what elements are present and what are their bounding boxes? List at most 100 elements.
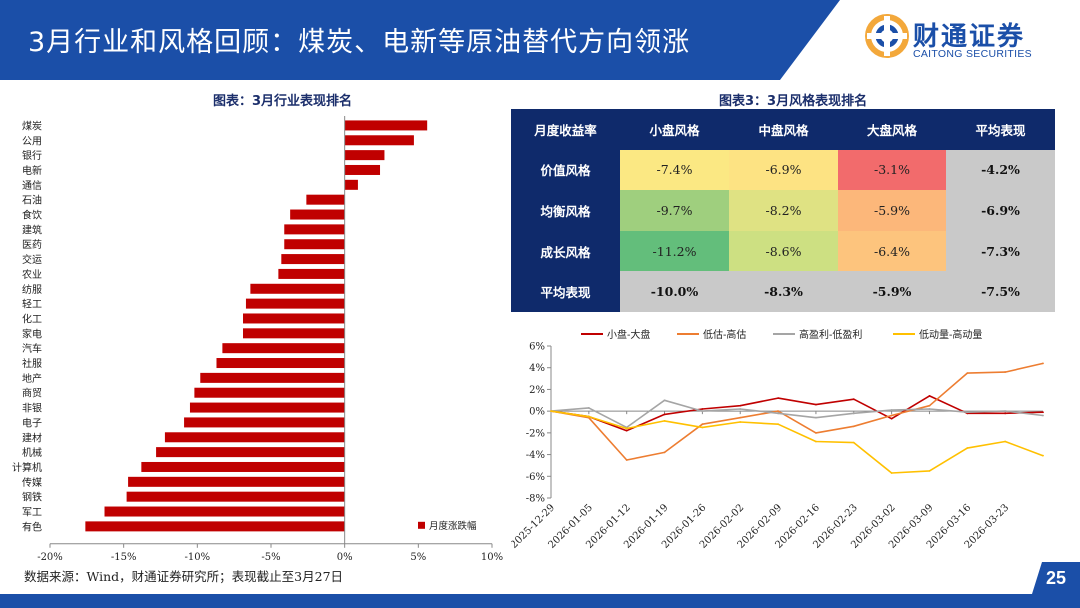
legend-swatch <box>418 521 425 529</box>
table-cell: -9.7% <box>620 190 729 231</box>
series-1-point <box>1004 371 1007 373</box>
y-tick-label: -6% <box>526 472 545 483</box>
table-cell: -11.2% <box>620 230 729 272</box>
industry-chart-title: 图表：3月行业表现排名 <box>213 94 353 109</box>
category-label: 社服 <box>22 357 42 370</box>
x-tick-label: -10% <box>185 552 211 560</box>
table-cell-average: -5.9% <box>838 271 946 312</box>
table-cell-average: -8.3% <box>729 271 838 312</box>
logo-text-cn: 财通证券 <box>913 22 1026 52</box>
y-tick-label: -8% <box>526 494 545 505</box>
bar-23 <box>141 461 345 472</box>
table-cell: -7.4% <box>620 149 729 191</box>
category-label: 通信 <box>22 180 42 192</box>
category-label: 军工 <box>22 507 42 519</box>
table-cell-average: -7.5% <box>946 271 1055 312</box>
category-label: 化工 <box>22 312 42 325</box>
legend-label: 低估-高估 <box>703 328 746 341</box>
category-label: 银行 <box>22 149 42 162</box>
table-col-header: 大盘风格 <box>838 109 946 150</box>
style-factor-line-chart: 小盘-大盘 低估-高估 高盈利-低盈利 低动量-高动量 6% 4% 2% 0% -2% -4% -6… <box>511 328 1044 551</box>
series-3-point <box>739 421 742 423</box>
series-3-point <box>815 440 817 443</box>
bar-2 <box>344 150 385 161</box>
series-1-point <box>966 372 969 375</box>
category-label: 电子 <box>22 416 42 429</box>
x-tick-label: 5% <box>410 552 426 560</box>
series-3-point <box>550 410 552 413</box>
table-col-header: 平均表现 <box>946 109 1055 150</box>
series-2-point <box>739 408 742 410</box>
table-cell-average: -10.0% <box>620 271 729 312</box>
series-2-point <box>928 408 931 410</box>
series-3-point <box>966 447 969 449</box>
legend-label: 小盘-大盘 <box>607 328 650 341</box>
table-row-header: 平均表现 <box>511 271 620 312</box>
series-0-point <box>1042 411 1044 414</box>
category-label: 汽车 <box>22 342 42 355</box>
table-cell-average: -4.2% <box>946 149 1055 191</box>
bar-13 <box>243 313 345 324</box>
x-tick-label: 0% <box>337 552 353 560</box>
table-cell: -6.4% <box>838 230 946 272</box>
category-label: 石油 <box>22 194 42 207</box>
series-3-point <box>777 423 779 426</box>
series-1-point <box>928 404 931 407</box>
series-1-point <box>663 451 666 454</box>
table-row-header: 成长风格 <box>511 230 620 272</box>
category-label: 机械 <box>22 446 42 459</box>
series-1-point <box>701 423 704 426</box>
y-tick-label: -2% <box>526 428 545 439</box>
table-row-header: 价值风格 <box>511 149 620 191</box>
series-2-point <box>701 410 704 413</box>
logo-text-en: CAITONG SECURITIES <box>913 48 1032 60</box>
series-0-point <box>852 398 855 401</box>
category-label: 医药 <box>22 239 42 251</box>
series-line-0 <box>550 395 1044 432</box>
category-label: 非银 <box>22 402 42 415</box>
series-0-point <box>739 404 742 407</box>
bar-26 <box>104 506 345 517</box>
bar-3 <box>344 164 381 175</box>
category-label: 钢铁 <box>22 491 42 504</box>
y-tick-label: 2% <box>529 385 545 396</box>
bar-4 <box>344 179 358 190</box>
series-1-point <box>739 416 742 419</box>
series-0-point <box>928 395 931 397</box>
table-cell-average: -6.9% <box>946 190 1055 231</box>
table-header-row: 月度收益率 小盘风格 中盘风格 大盘风格 平均表现 <box>511 109 1055 150</box>
table-cell: -6.9% <box>729 149 838 191</box>
style-table-title: 图表3：3月风格表现排名 <box>719 94 868 109</box>
x-tick-label: -20% <box>37 552 63 560</box>
bar-24 <box>128 476 345 487</box>
table-col-header: 小盘风格 <box>620 109 729 150</box>
series-3-point <box>1042 454 1044 457</box>
style-return-table: 月度收益率 小盘风格 中盘风格 大盘风格 平均表现 价值风格 -7.4% -6.… <box>511 109 1055 312</box>
series-line-1 <box>550 362 1044 461</box>
table-row: 成长风格 -11.2% -8.6% -6.4% -7.3% <box>511 230 1055 272</box>
bar-27 <box>85 521 345 532</box>
y-tick-label: 6% <box>529 342 545 353</box>
bar-7 <box>284 224 345 235</box>
category-label: 轻工 <box>22 298 42 311</box>
bar-12 <box>245 298 345 309</box>
series-2-point <box>1004 410 1007 413</box>
header-accent <box>780 0 1080 80</box>
category-label: 食饮 <box>22 209 42 222</box>
category-label: 纺服 <box>22 283 42 296</box>
bar-8 <box>284 239 345 250</box>
table-col-header: 中盘风格 <box>729 109 838 150</box>
page-title: 3月行业和风格回顾：煤炭、电新等原油替代方向领涨 <box>28 27 691 58</box>
bar-20 <box>184 417 345 428</box>
table-row-header: 均衡风格 <box>511 190 620 231</box>
table-cell: -5.9% <box>838 190 946 231</box>
series-0-point <box>625 429 628 432</box>
bar-14 <box>243 328 345 339</box>
category-label: 建材 <box>22 431 42 444</box>
series-line-3 <box>550 410 1044 474</box>
x-tick-label: -15% <box>111 552 137 560</box>
series-1-point <box>890 414 893 417</box>
data-source-note: 数据来源：Wind，财通证券研究所；表现截止至3月27日 <box>24 569 344 584</box>
series-1-point <box>852 425 855 428</box>
y-tick-label: 0% <box>529 407 545 418</box>
